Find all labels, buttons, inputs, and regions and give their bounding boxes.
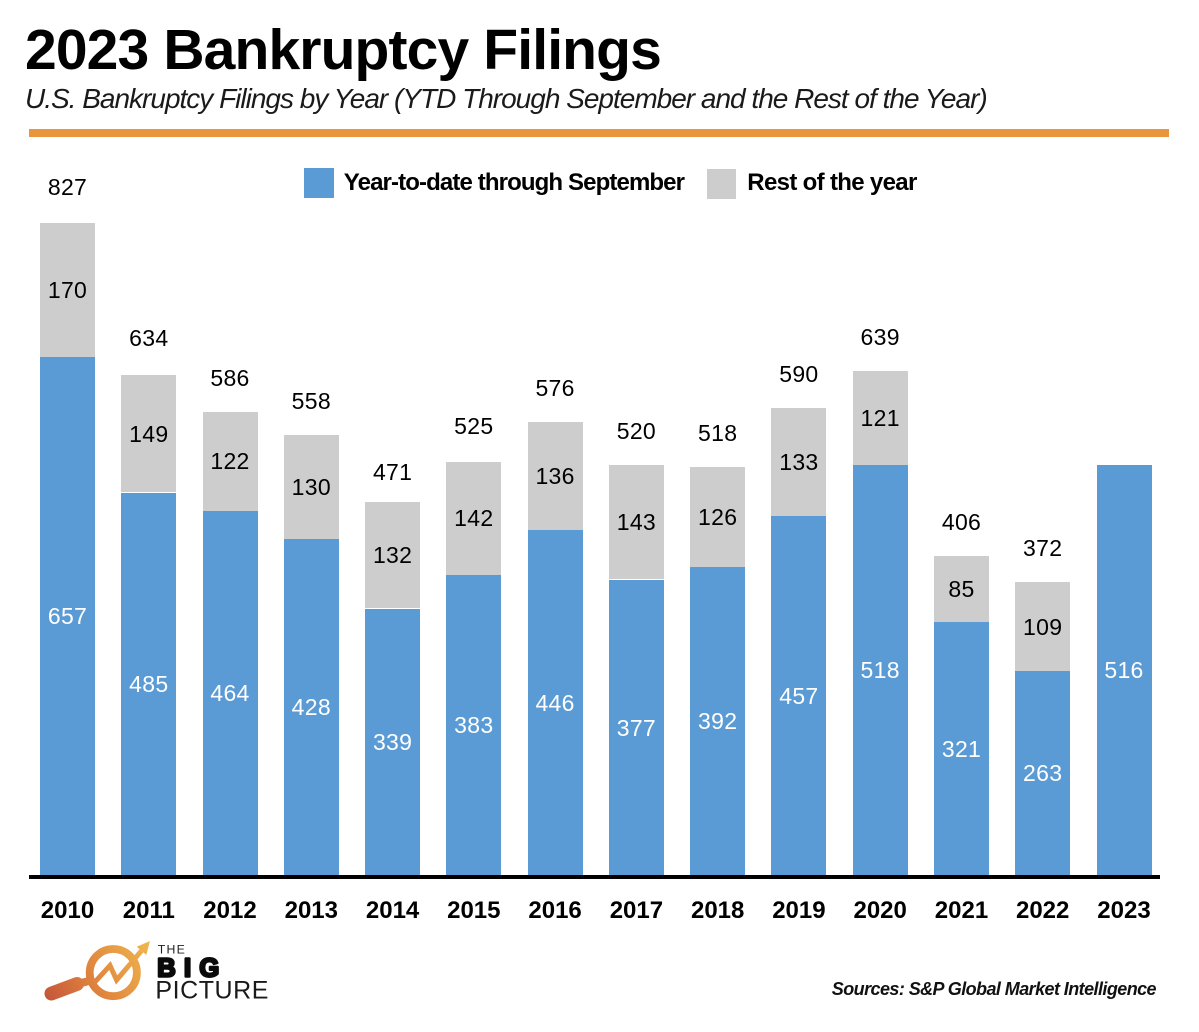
- svg-text:BIG: BIG: [157, 954, 227, 982]
- svg-text:THE: THE: [158, 943, 186, 957]
- svg-text:PICTURE: PICTURE: [155, 977, 269, 1005]
